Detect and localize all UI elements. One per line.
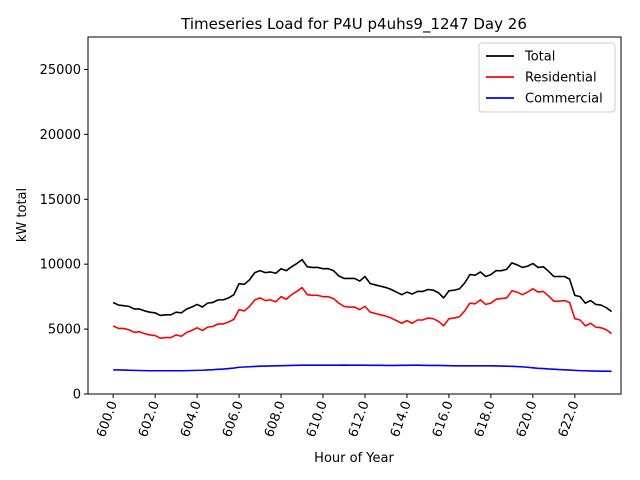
x-tick-label: 610.0: [304, 399, 331, 439]
series-lines: [112, 258, 613, 373]
x-tick-label: 614.0: [388, 399, 415, 439]
x-tick-label: 616.0: [430, 399, 457, 439]
y-tick-label: 10000: [40, 258, 81, 273]
plot-frame: [87, 36, 622, 395]
x-axis: 600.0 602.0 604.0 606.0 608.0 610.0 612.0 614.0…: [94, 394, 583, 439]
y-axis: 0 5000 10000 15000 20000 25000: [40, 63, 88, 403]
series-line-residential: [112, 286, 613, 339]
x-tick-label: 606.0: [220, 399, 247, 439]
legend-frame: [478, 42, 616, 113]
y-tick-label: 20000: [40, 128, 81, 143]
x-tick-label: 612.0: [346, 399, 373, 439]
legend-label-total: Total: [524, 50, 555, 65]
y-tick-label: 25000: [40, 63, 81, 78]
y-tick-label: 0: [73, 388, 81, 403]
series-line-total: [112, 258, 613, 317]
series-line-commercial: [113, 364, 612, 373]
legend-label-residential: Residential: [525, 71, 597, 86]
plot-area: [87, 36, 622, 395]
x-tick-label: 620.0: [514, 399, 541, 439]
x-tick-label: 618.0: [472, 399, 499, 439]
legend-label-commercial: Commercial: [525, 92, 603, 107]
x-tick-label: 608.0: [262, 399, 289, 439]
x-tick-label: 600.0: [94, 399, 121, 439]
legend: Total Residential Commercial: [478, 42, 616, 113]
x-tick-label: 622.0: [556, 399, 583, 439]
x-tick-label: 604.0: [178, 399, 205, 439]
chart-title: Timeseries Load for P4U p4uhs9_1247 Day …: [180, 15, 527, 34]
x-axis-label: Hour of Year: [314, 451, 394, 466]
y-axis-label: kW total: [15, 188, 30, 242]
x-tick-label: 602.0: [136, 399, 163, 439]
y-tick-label: 5000: [48, 323, 81, 338]
y-tick-label: 15000: [40, 193, 81, 208]
